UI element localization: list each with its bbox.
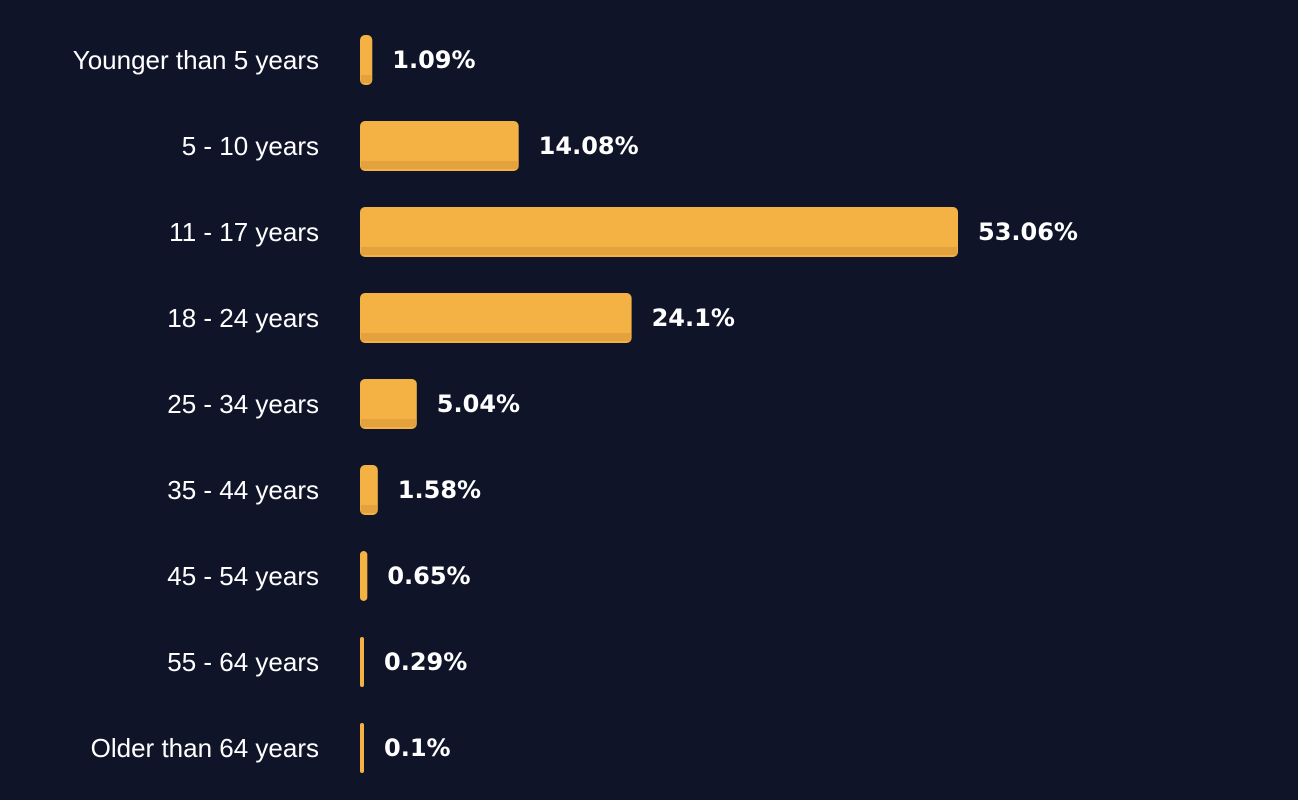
bar-row: 45 - 54 years 0.65% — [167, 551, 471, 601]
bar-row: 18 - 24 years 24.1% — [167, 293, 735, 343]
bar-row: 25 - 34 years 5.04% — [167, 379, 520, 429]
category-label: 25 - 34 years — [167, 389, 319, 419]
category-label: Older than 64 years — [91, 733, 319, 763]
value-label: 5.04% — [437, 390, 520, 418]
category-label: 35 - 44 years — [167, 475, 319, 505]
bar-shade — [361, 75, 372, 83]
value-label: 0.29% — [384, 648, 467, 676]
bar-shade — [361, 505, 377, 513]
category-label: 18 - 24 years — [167, 303, 319, 333]
bar — [360, 551, 368, 601]
value-label: 1.09% — [392, 46, 475, 74]
bar-row: 35 - 44 years 1.58% — [167, 465, 481, 515]
bar — [360, 637, 364, 687]
bar — [360, 121, 519, 171]
bar-shade — [361, 161, 518, 169]
bar-row: 11 - 17 years 53.06% — [169, 207, 1078, 257]
bar-row: 55 - 64 years 0.29% — [167, 637, 467, 687]
bar — [360, 293, 632, 343]
bar — [360, 207, 958, 257]
category-label: 11 - 17 years — [169, 217, 319, 247]
category-label: 45 - 54 years — [167, 561, 319, 591]
value-label: 14.08% — [539, 132, 639, 160]
bar-shade — [361, 333, 631, 341]
bar — [360, 35, 373, 85]
category-label: 55 - 64 years — [167, 647, 319, 677]
bar-row: Younger than 5 years 1.09% — [73, 35, 476, 85]
bar-row: Older than 64 years 0.1% — [91, 723, 451, 773]
value-label: 0.65% — [387, 562, 470, 590]
value-label: 24.1% — [652, 304, 735, 332]
bar-rows: Younger than 5 years 1.09% 5 - 10 years 14.… — [73, 35, 1078, 773]
bar — [360, 723, 364, 773]
value-label: 0.1% — [384, 734, 451, 762]
category-label: Younger than 5 years — [73, 45, 319, 75]
bar — [360, 465, 378, 515]
bar — [360, 379, 417, 429]
value-label: 1.58% — [398, 476, 481, 504]
value-label: 53.06% — [978, 218, 1078, 246]
bar-shade — [361, 247, 957, 255]
bar-shade — [361, 419, 416, 427]
bar-row: 5 - 10 years 14.08% — [182, 121, 639, 171]
category-label: 5 - 10 years — [182, 131, 319, 161]
